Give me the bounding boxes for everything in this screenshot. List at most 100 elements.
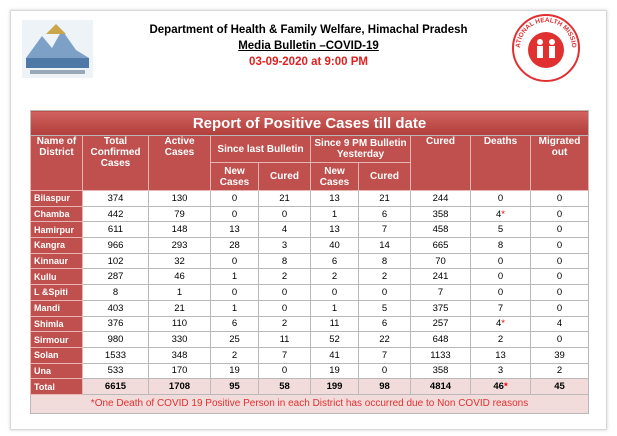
- district-row: Solan 1533 348 2 7 41 7 1133 13 39: [30, 346, 590, 364]
- cell: 4*: [470, 205, 531, 223]
- district-name: Una: [30, 362, 83, 380]
- logo-figure: [537, 46, 543, 58]
- cell: 403: [82, 299, 149, 317]
- cell: 0: [210, 190, 259, 207]
- cell: 1133: [410, 346, 471, 364]
- cell: 4: [529, 315, 590, 333]
- district-name: Solan: [30, 346, 83, 364]
- cell-asterisk: *: [501, 318, 505, 330]
- header-date: 03-09-2020 at 9:00 PM: [249, 56, 368, 68]
- cell: 0: [258, 284, 311, 301]
- cell: 6: [310, 252, 359, 270]
- cell-value: 4: [496, 318, 502, 330]
- cell: 0: [310, 284, 359, 301]
- column-header: Deaths: [470, 135, 531, 191]
- table-title: Report of Positive Cases till date: [29, 110, 590, 136]
- cell: 13: [210, 221, 259, 239]
- cell-asterisk: *: [501, 208, 505, 220]
- column-header: Name of District: [30, 135, 83, 191]
- cell: 374: [82, 190, 149, 207]
- cell: 130: [148, 190, 211, 207]
- emblem-crest: [46, 24, 66, 34]
- district-row: Chamba 442 79 0 0 1 6 358 4* 0: [30, 205, 590, 223]
- cell: 0: [358, 284, 411, 301]
- nhm-logo: NATIONAL HEALTH MISSION: [510, 12, 580, 82]
- district-row: Shimla 376 110 6 2 11 6 257 4* 4: [30, 315, 590, 333]
- cell: 22: [358, 331, 411, 348]
- cell: 148: [148, 221, 211, 239]
- district-name: Bilaspur: [30, 190, 83, 207]
- state-emblem: [22, 20, 93, 78]
- cell: 966: [82, 237, 149, 254]
- cell-value: 4: [496, 208, 502, 220]
- cell: 611: [82, 221, 149, 239]
- cell: 0: [529, 331, 590, 348]
- cell: 2: [258, 315, 311, 333]
- cell: 0: [529, 252, 590, 270]
- cell: 41: [310, 346, 359, 364]
- subcolumn-header: New Cases: [210, 162, 259, 191]
- cell: 25: [210, 331, 259, 348]
- cell: 13: [310, 190, 359, 207]
- district-name: Sirmour: [30, 331, 83, 348]
- total-row: Total 6615 1708 95 58 199 98 4814 46* 45: [30, 378, 590, 395]
- cell: 95: [210, 378, 259, 395]
- cell: 7: [258, 346, 311, 364]
- column-header: Since 9 PM Bulletin Yesterday: [310, 135, 411, 163]
- cell: 13: [310, 221, 359, 239]
- district-name: Chamba: [30, 205, 83, 223]
- cell: 458: [410, 221, 471, 239]
- cell: 6615: [82, 378, 149, 395]
- cell: 7: [358, 346, 411, 364]
- cell: 1: [148, 284, 211, 301]
- cell: 39: [529, 346, 590, 364]
- cell: 648: [410, 331, 471, 348]
- cell: 0: [529, 221, 590, 239]
- cell: 98: [358, 378, 411, 395]
- district-row: Sirmour 980 330 25 11 52 22 648 2 0: [30, 331, 590, 348]
- cell: 1: [310, 299, 359, 317]
- district-name: Kinnaur: [30, 252, 83, 270]
- cell: 5: [470, 221, 531, 239]
- cell: 14: [358, 237, 411, 254]
- cell: 1708: [148, 378, 211, 395]
- cell: 70: [410, 252, 471, 270]
- cell-asterisk: *: [503, 381, 508, 393]
- emblem-mountains: [26, 30, 89, 58]
- cell: 1: [310, 205, 359, 223]
- cell: 6: [358, 205, 411, 223]
- cell: 442: [82, 205, 149, 223]
- district-row: Bilaspur 374 130 0 21 13 21 244 0 0: [30, 190, 590, 207]
- cell: 4: [258, 221, 311, 239]
- cell: 0: [210, 205, 259, 223]
- cell: 7: [410, 284, 471, 301]
- emblem-band: [26, 58, 89, 68]
- cell: 21: [258, 190, 311, 207]
- district-row: Una 533 170 19 0 19 0 358 3 2: [30, 362, 590, 380]
- emblem-script: [30, 70, 85, 74]
- district-row: Kullu 287 46 1 2 2 2 241 0 0: [30, 268, 590, 286]
- cell: 358: [410, 205, 471, 223]
- cell: 0: [529, 268, 590, 286]
- logo-figure: [549, 39, 555, 45]
- logo-figure: [549, 46, 555, 58]
- cell: 1: [210, 268, 259, 286]
- cell: 46*: [470, 378, 531, 395]
- cell: 0: [210, 252, 259, 270]
- cell: 8: [258, 252, 311, 270]
- subcolumn-header: New Cases: [310, 162, 359, 191]
- cell: 0: [529, 299, 590, 317]
- column-header: Since last Bulletin: [210, 135, 311, 163]
- cell: 0: [210, 284, 259, 301]
- district-row: L &Spiti 8 1 0 0 0 0 7 0 0: [30, 284, 590, 301]
- cell: 376: [82, 315, 149, 333]
- cell: 2: [210, 346, 259, 364]
- header-subtitle: Media Bulletin –COVID-19: [238, 40, 379, 52]
- district-row: Hamirpur 611 148 13 4 13 7 458 5 0: [30, 221, 590, 239]
- cell: 0: [529, 205, 590, 223]
- cell: 79: [148, 205, 211, 223]
- cell: 0: [358, 362, 411, 380]
- cell: 0: [258, 299, 311, 317]
- cell: 257: [410, 315, 471, 333]
